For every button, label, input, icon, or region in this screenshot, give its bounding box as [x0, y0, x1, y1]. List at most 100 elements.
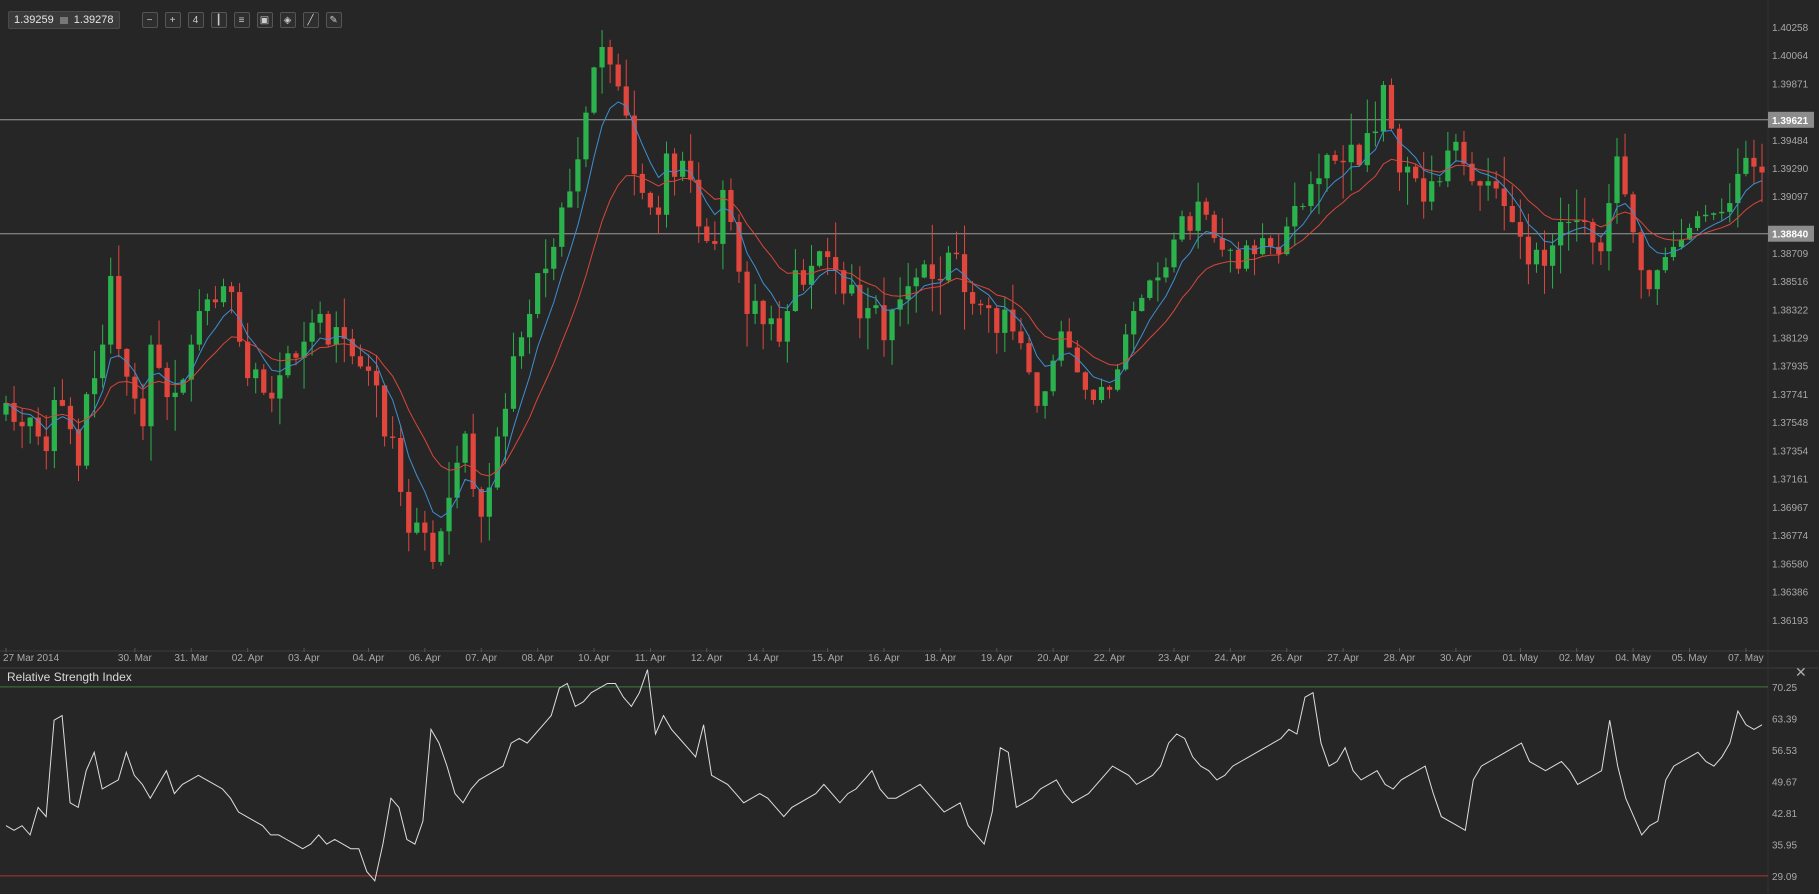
- candle-body: [446, 497, 452, 532]
- template-icon[interactable]: ▣: [256, 12, 273, 28]
- candle-body: [1227, 249, 1233, 251]
- candle-body: [285, 353, 291, 376]
- rsi-panel: 70.25 63.39 56.53 49.67 42.81 35.95 29.09: [0, 669, 1797, 883]
- candle-body: [301, 341, 307, 358]
- candle-body: [75, 429, 82, 466]
- candle-body: [921, 264, 927, 278]
- candle-body: [841, 270, 847, 294]
- x-tick-label: 26. Apr: [1271, 653, 1303, 664]
- candle-body: [623, 86, 629, 116]
- candle-body: [365, 366, 372, 371]
- x-tick-label: 16. Apr: [868, 653, 900, 664]
- candle-body: [430, 532, 436, 562]
- y-tick-label: 1.39097: [1772, 192, 1809, 203]
- y-tick-label: 1.38129: [1772, 333, 1809, 344]
- candle-body: [945, 252, 952, 281]
- candle-body: [800, 270, 807, 285]
- candle-body: [1413, 166, 1419, 179]
- candle-body: [1187, 216, 1193, 231]
- candle-body: [849, 284, 855, 294]
- candle-body: [937, 278, 944, 281]
- candle-body: [35, 417, 41, 437]
- x-tick-label: 04. May: [1615, 653, 1651, 664]
- zoom-in-icon[interactable]: +: [164, 12, 181, 28]
- candle-body: [349, 338, 355, 357]
- candle-body: [1582, 220, 1588, 223]
- candle-body: [269, 392, 275, 399]
- ask-price: 1.39278: [73, 14, 114, 26]
- draw-line-icon[interactable]: ╱: [302, 12, 319, 28]
- y-tick-label: 1.37161: [1772, 475, 1809, 486]
- candle-body: [381, 385, 388, 437]
- candle-body: [341, 327, 347, 339]
- candle-body: [1574, 220, 1580, 223]
- candle-body: [1541, 249, 1548, 266]
- pencil-icon[interactable]: ✎: [325, 12, 342, 28]
- candle-body: [913, 277, 919, 287]
- y-tick-label: 1.37548: [1772, 418, 1809, 429]
- candle-body: [1622, 156, 1628, 195]
- rsi-y-tick-label: 63.39: [1772, 714, 1797, 725]
- candle-body: [261, 369, 267, 393]
- candle-body: [752, 300, 758, 314]
- candle-body: [1719, 211, 1725, 214]
- candle-body: [1106, 386, 1113, 390]
- candle-body: [494, 436, 500, 488]
- candle-body: [1517, 222, 1523, 237]
- candle-body: [1018, 331, 1024, 344]
- candle-body: [470, 433, 476, 489]
- candle-body: [736, 222, 742, 272]
- rsi-y-tick-label: 49.67: [1772, 777, 1797, 788]
- y-tick-label: 1.38516: [1772, 277, 1809, 288]
- candle-body: [889, 309, 895, 341]
- candle-body: [228, 286, 235, 293]
- candle-body: [124, 348, 130, 377]
- zoom-out-icon[interactable]: −: [141, 12, 158, 28]
- x-tick-label: 30. Apr: [1440, 653, 1472, 664]
- candle-body: [897, 299, 903, 310]
- close-indicator-icon[interactable]: ✕: [1795, 664, 1807, 680]
- candle-body: [1203, 201, 1209, 215]
- candle-body: [3, 402, 9, 415]
- candle-body: [1469, 163, 1475, 182]
- timeframe-icon[interactable]: 4: [187, 12, 204, 28]
- candle-body: [1211, 214, 1217, 239]
- candle-body: [1155, 277, 1161, 281]
- candle-body: [1195, 201, 1201, 231]
- candle-body: [1356, 144, 1362, 166]
- candle-body: [406, 491, 412, 533]
- candle-body: [712, 241, 718, 244]
- rsi-y-tick-label: 29.09: [1772, 872, 1797, 883]
- x-tick-label: 05. May: [1672, 653, 1708, 664]
- candle-body: [1735, 173, 1741, 204]
- bid-price: 1.39259: [14, 14, 54, 26]
- level-price-tag: [1768, 111, 1814, 128]
- indicators-icon[interactable]: ≡: [233, 12, 250, 28]
- candle-body: [1139, 297, 1145, 312]
- candle-body: [1082, 372, 1088, 390]
- candle-body: [1598, 242, 1604, 252]
- candle-body: [1630, 194, 1636, 233]
- y-tick-label: 1.37741: [1772, 390, 1809, 401]
- candle-body: [156, 344, 162, 368]
- candle-body: [1743, 157, 1749, 174]
- candle-body: [1421, 178, 1427, 202]
- x-tick-label: 15. Apr: [812, 653, 844, 664]
- candle-body: [180, 379, 186, 393]
- rsi-title: Relative Strength Index: [7, 670, 132, 684]
- candle-body: [792, 270, 799, 312]
- x-tick-label: 18. Apr: [925, 653, 957, 664]
- candle-body: [663, 153, 670, 215]
- candle-body: [647, 192, 654, 208]
- y-tick-label: 1.37354: [1772, 446, 1809, 457]
- candle-body: [526, 313, 533, 338]
- level-price-label: 1.39621: [1772, 116, 1809, 127]
- objects-icon[interactable]: ◈: [279, 12, 296, 28]
- candle-body: [881, 305, 887, 341]
- x-tick-label: 12. Apr: [691, 653, 723, 664]
- candle-body: [1404, 166, 1411, 173]
- candle-body: [905, 286, 911, 300]
- candle-body: [1042, 391, 1048, 406]
- x-tick-label: 31. Mar: [174, 653, 209, 664]
- candles-icon[interactable]: ┃: [210, 12, 227, 28]
